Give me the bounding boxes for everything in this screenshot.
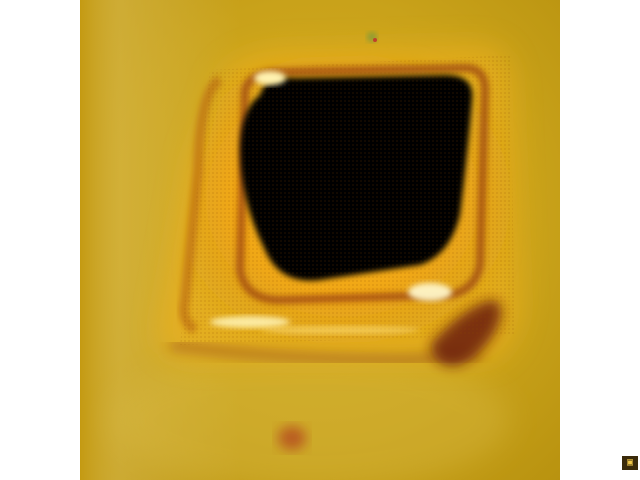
highlight-top-left: [254, 71, 286, 85]
pixel-texture: [180, 55, 515, 345]
highlight-bottom-right: [408, 283, 452, 301]
frame-bottom-shadow: [169, 341, 481, 365]
lower-light-area: [110, 350, 510, 480]
corner-mark-icon: ▣: [622, 456, 638, 470]
top-artifact-dot: [373, 38, 377, 42]
photo-svg: [80, 0, 560, 480]
red-spot: [278, 426, 306, 450]
highlight-bottom-band: [260, 326, 420, 334]
photo: [80, 0, 560, 480]
highlight-bottom-left: [210, 316, 290, 328]
